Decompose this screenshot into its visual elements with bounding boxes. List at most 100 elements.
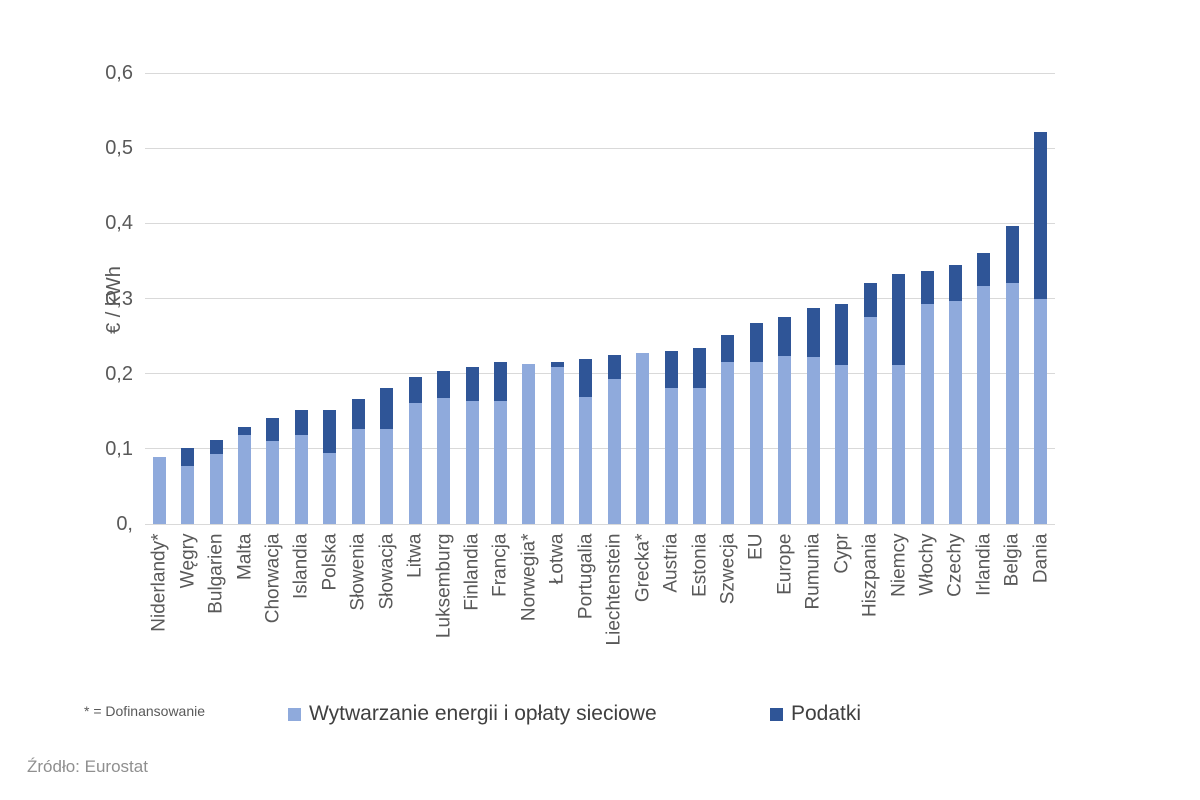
bar-segment-taxes xyxy=(550,361,564,367)
gridline xyxy=(145,523,1055,525)
bar-segment-generation xyxy=(664,387,678,524)
bar-segment-taxes xyxy=(778,317,792,356)
bar-segment-generation xyxy=(181,466,195,524)
bar-segment-taxes xyxy=(294,409,308,436)
bar-segment-taxes xyxy=(835,303,849,365)
x-axis-category-label: Luksemburg xyxy=(433,533,455,639)
bar-segment-taxes xyxy=(181,448,195,467)
y-axis-tick-label: 0, xyxy=(116,513,133,535)
x-axis-category-label: Słowenia xyxy=(347,533,369,611)
x-axis-category-label: Rumunia xyxy=(802,533,824,610)
x-axis-category-label: Bulgarien xyxy=(205,533,227,614)
bar-segment-taxes xyxy=(437,371,451,399)
bar-segment-generation xyxy=(1005,282,1019,524)
bar-segment-generation xyxy=(892,365,906,524)
legend-swatch-dark-blue xyxy=(770,707,783,721)
legend: Wytwarzanie energii i opłaty sieciowe Po… xyxy=(0,701,1200,727)
bar-segment-taxes xyxy=(664,351,678,388)
bar-segment-generation xyxy=(863,316,877,524)
x-axis-category-label: Portugalia xyxy=(575,533,597,620)
bar-segment-generation xyxy=(693,387,707,524)
x-axis-category-label: Polska xyxy=(319,533,341,591)
bar-segment-taxes xyxy=(693,348,707,388)
y-axis-tick-label: 0,1 xyxy=(105,437,133,460)
bar-segment-generation xyxy=(408,402,422,524)
y-axis-tick-label: 0,3 xyxy=(105,287,133,310)
bar-segment-taxes xyxy=(892,274,906,366)
bar-segment-taxes xyxy=(749,322,763,362)
bar-segment-generation xyxy=(380,428,394,524)
x-axis-category-label: Europe xyxy=(774,533,796,595)
x-axis-category-label: Włochy xyxy=(916,533,938,596)
bar-segment-taxes xyxy=(721,335,735,363)
bar-segment-taxes xyxy=(209,439,223,455)
x-axis-category-label: Łotwa xyxy=(546,533,568,585)
x-axis-category-label: Niderlandy* xyxy=(148,533,170,632)
x-axis-category-label: Norwegia* xyxy=(518,533,540,622)
bar-segment-generation xyxy=(1034,299,1048,524)
bar-segment-taxes xyxy=(408,377,422,403)
gridline xyxy=(145,373,1055,375)
bar-segment-generation xyxy=(778,355,792,524)
bar-segment-generation xyxy=(437,398,451,524)
bar-segment-generation xyxy=(209,454,223,524)
x-axis-category-label: Grecka* xyxy=(632,533,654,603)
bar-segment-taxes xyxy=(948,264,962,301)
bar-segment-generation xyxy=(323,453,337,524)
x-axis-category-label: Chorwacja xyxy=(262,533,284,624)
bar-segment-generation xyxy=(948,300,962,524)
bar-segment-generation xyxy=(721,362,735,524)
bar-segment-generation xyxy=(550,366,564,524)
legend-label-generation: Wytwarzanie energii i opłaty sieciowe xyxy=(309,702,657,725)
bar-segment-generation xyxy=(636,352,650,524)
bar-segment-taxes xyxy=(238,427,252,435)
x-axis-category-label: Cypr xyxy=(831,533,853,574)
x-axis-category-label: Czechy xyxy=(944,533,966,597)
bar-segment-generation xyxy=(351,428,365,524)
bar-segment-taxes xyxy=(266,418,280,442)
x-axis-category-label: EU xyxy=(745,533,767,560)
bar-segment-generation xyxy=(522,363,536,524)
bar-segment-generation xyxy=(806,357,820,524)
x-axis-category-label: Litwa xyxy=(404,533,426,578)
gridline xyxy=(145,448,1055,450)
bar-segment-taxes xyxy=(351,399,365,429)
bar-segment-taxes xyxy=(323,410,337,454)
x-axis-category-label: Węgry xyxy=(177,533,199,589)
x-axis-category-label: Szwecja xyxy=(717,533,739,605)
bar-segment-generation xyxy=(493,400,507,524)
bar-segment-taxes xyxy=(806,307,820,358)
x-axis-category-label: Irlandia xyxy=(973,533,995,596)
gridline xyxy=(145,298,1055,299)
y-axis-tick-label: 0,5 xyxy=(105,137,133,160)
bar-segment-generation xyxy=(266,441,280,524)
bar-segment-taxes xyxy=(380,387,394,429)
x-axis-category-label: Austria xyxy=(660,533,682,593)
x-axis-category-label: Islandia xyxy=(290,533,312,600)
bar-segment-generation xyxy=(835,364,849,524)
footnote: * = Dofinansowanie xyxy=(84,703,206,719)
legend-item-taxes: Podatki xyxy=(770,701,861,727)
y-axis-tick-label: 0,4 xyxy=(105,212,133,235)
y-axis-title: € / kWh xyxy=(103,266,125,334)
x-axis-category-label: Finlandia xyxy=(461,533,483,611)
x-axis-category-label: Hiszpania xyxy=(859,533,881,617)
x-axis-category-label: Estonia xyxy=(689,533,711,597)
bar-segment-generation xyxy=(238,434,252,524)
gridline xyxy=(145,147,1055,149)
legend-label-taxes: Podatki xyxy=(791,702,862,725)
legend-swatch-light-blue xyxy=(288,707,301,721)
bar-segment-taxes xyxy=(863,282,877,317)
source-credit: Źródło: Eurostat xyxy=(27,757,148,776)
bar-segment-generation xyxy=(152,457,166,524)
bar-segment-generation xyxy=(977,285,991,524)
bar-segment-taxes xyxy=(607,354,621,379)
bar-segment-taxes xyxy=(465,366,479,402)
x-axis-category-label: Malta xyxy=(234,533,256,580)
gridline xyxy=(145,72,1055,74)
y-axis-tick-label: 0,2 xyxy=(105,362,133,385)
bar-segment-generation xyxy=(294,435,308,524)
bar-segment-taxes xyxy=(977,253,991,286)
x-axis-category-label: Niemcy xyxy=(888,533,910,597)
bar-segment-generation xyxy=(607,378,621,524)
